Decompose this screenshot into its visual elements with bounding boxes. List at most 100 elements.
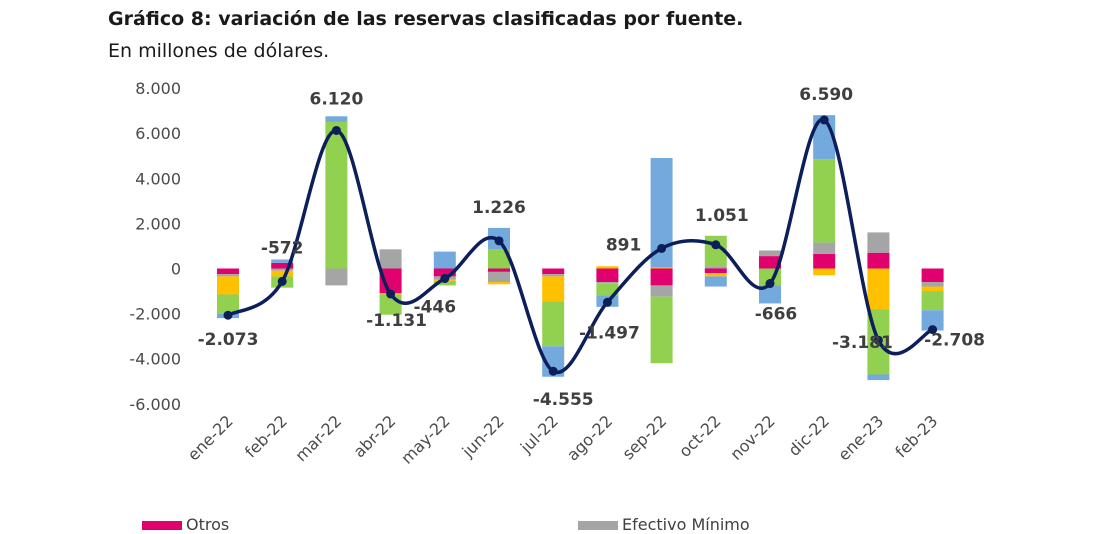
y-tick-label: 2.000 xyxy=(135,214,181,233)
legend-label-efectivo-minimo: Efectivo Mínimo xyxy=(622,515,750,534)
x-tick-label: sep-22 xyxy=(618,411,670,463)
bar-segment-verde xyxy=(813,159,836,243)
bar-segment-efectivo-minimo xyxy=(325,268,348,286)
bar-segment-verde xyxy=(596,283,619,296)
x-tick-label: feb-23 xyxy=(891,411,941,461)
bar-segment-otros xyxy=(542,268,565,275)
bar-segment-efectivo-minimo xyxy=(379,249,402,269)
bar-segment-azul xyxy=(867,374,890,381)
x-tick-label: dic-22 xyxy=(785,411,833,459)
bar-segment-efectivo-minimo xyxy=(650,285,673,297)
x-tick-label: may-22 xyxy=(397,411,453,467)
line-point xyxy=(765,279,775,289)
bar-segment-azul xyxy=(650,158,673,268)
line-point xyxy=(223,310,233,320)
data-label: -2.708 xyxy=(924,331,985,351)
bar-segment-verde xyxy=(650,296,673,364)
data-label: 6.590 xyxy=(799,85,853,105)
bar-segment-otros xyxy=(217,268,239,275)
line-point xyxy=(819,115,829,125)
data-label: -446 xyxy=(414,298,457,318)
line-point xyxy=(386,289,396,299)
bar-segment-efectivo-minimo xyxy=(867,232,890,253)
bar-segment-verde xyxy=(217,294,239,314)
data-label: -666 xyxy=(755,305,798,325)
y-tick-label: -6.000 xyxy=(129,395,181,414)
line-point xyxy=(873,335,883,345)
bar-segment-otros2 xyxy=(704,273,727,277)
bar-segment-efectivo-minimo xyxy=(813,242,836,254)
bar-segment-otros xyxy=(704,268,727,274)
y-tick-label: 4.000 xyxy=(135,169,181,188)
bar-segment-verde xyxy=(542,301,565,347)
bar-segment-otros2 xyxy=(867,268,890,310)
bar-segment-otros2 xyxy=(813,268,836,276)
bar-segment-efectivo-minimo xyxy=(596,282,619,284)
bar-segment-efectivo-minimo xyxy=(488,271,510,283)
bar-segment-otros xyxy=(813,253,836,269)
bar-segment-verde xyxy=(488,249,510,269)
data-label: 6.120 xyxy=(310,89,364,109)
bar-segment-otros2 xyxy=(921,286,944,292)
bar-segment-otros xyxy=(650,268,673,286)
chart-subtitle: En millones de dólares. xyxy=(108,40,330,62)
x-tick-label: ene-22 xyxy=(184,411,237,464)
bar-segment-otros xyxy=(488,268,510,272)
line-point xyxy=(494,236,504,246)
line-point xyxy=(602,297,612,307)
y-tick-label: -4.000 xyxy=(129,350,181,369)
y-tick-label: -2.000 xyxy=(129,305,181,324)
bar-segment-otros2 xyxy=(488,282,510,285)
bar-segment-azul xyxy=(271,259,294,263)
bar-segment-otros xyxy=(921,268,944,283)
line-point xyxy=(711,240,721,250)
bar-segment-verde xyxy=(433,280,456,286)
y-tick-label: 8.000 xyxy=(135,79,181,98)
bar-segment-azul xyxy=(325,116,348,122)
bar-segment-verde xyxy=(325,121,348,269)
bar-segment-otros xyxy=(271,262,294,269)
line-point xyxy=(277,276,287,286)
x-tick-label: abr-22 xyxy=(349,411,399,461)
bar-segment-efectivo-minimo xyxy=(759,250,781,257)
x-tick-label: ene-23 xyxy=(834,411,887,464)
bar-segment-azul xyxy=(921,310,944,331)
x-tick-label: ago-22 xyxy=(563,411,616,464)
bar-segment-efectivo-minimo xyxy=(921,282,944,287)
bar-segment-otros xyxy=(596,268,619,283)
line-point xyxy=(331,125,341,135)
bar-segment-verde xyxy=(921,291,944,311)
x-tick-label: jun-22 xyxy=(458,411,508,461)
line-point xyxy=(548,366,558,376)
bar-segment-efectivo-minimo xyxy=(704,266,727,269)
legend-label-otros: Otros xyxy=(186,515,230,534)
x-tick-label: feb-22 xyxy=(241,411,291,461)
legend-item-otros: Otros xyxy=(142,515,229,534)
bar-segment-otros2 xyxy=(542,276,565,302)
line-point xyxy=(657,243,667,253)
x-tick-label: mar-22 xyxy=(291,411,345,465)
bar-segment-otros2 xyxy=(271,270,294,277)
x-tick-label: jul-22 xyxy=(516,411,562,457)
data-label: -1.497 xyxy=(579,323,640,343)
data-label: -2.073 xyxy=(198,330,259,350)
legend-swatch-otros xyxy=(142,521,182,530)
bar-segment-efectivo-minimo xyxy=(271,268,294,271)
bar-segment-otros xyxy=(867,252,890,269)
legend-item-efectivo-minimo: Efectivo Mínimo xyxy=(578,515,750,534)
line-point xyxy=(928,325,938,335)
y-tick-label: 6.000 xyxy=(135,124,181,143)
bar-segment-otros xyxy=(433,268,456,277)
data-label: 1.226 xyxy=(472,198,526,218)
bar-segment-efectivo-minimo xyxy=(542,274,565,277)
data-label: 891 xyxy=(606,235,642,255)
bar-segment-efectivo-minimo xyxy=(217,274,239,277)
bar-segment-otros2 xyxy=(650,267,673,269)
y-tick-label: 0 xyxy=(171,260,181,279)
x-tick-label: oct-22 xyxy=(675,411,724,460)
bar-segment-otros xyxy=(759,256,781,269)
bar-segment-azul xyxy=(704,276,727,287)
bar-segment-azul xyxy=(433,251,456,269)
chart-title: Gráfico 8: variación de las reservas cla… xyxy=(108,8,744,30)
data-label: -3.181 xyxy=(832,333,893,353)
